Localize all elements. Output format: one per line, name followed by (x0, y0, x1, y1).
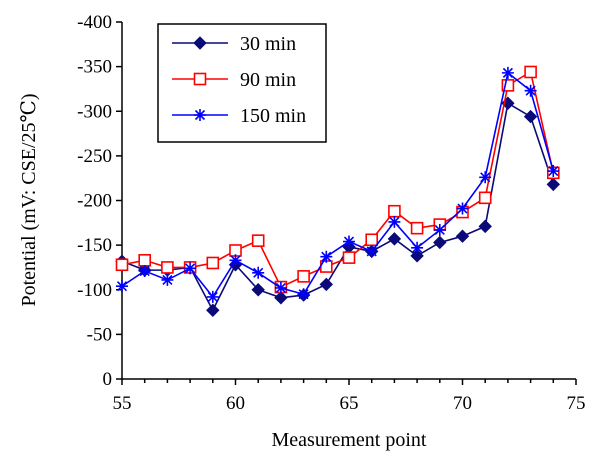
data-point (115, 258, 129, 272)
series-layer (115, 65, 561, 317)
data-point (161, 273, 174, 286)
y-tick-label: -300 (77, 101, 112, 122)
data-point (161, 261, 174, 274)
data-point (410, 221, 424, 235)
y-axis-ticks: 0 -50 -100 -150 -200 -250 -300 -350 -400 (77, 12, 122, 390)
data-point (501, 66, 514, 79)
legend-entry-30-min: 30 min (172, 33, 296, 55)
legend-label: 90 min (240, 69, 296, 91)
data-point (455, 229, 470, 243)
y-tick-label: -400 (77, 12, 112, 33)
legend-label: 30 min (240, 33, 296, 55)
data-point (524, 65, 537, 79)
data-point (523, 109, 538, 124)
y-tick-label: -350 (77, 57, 112, 78)
data-point (479, 171, 492, 184)
data-point (410, 249, 424, 263)
data-point (342, 251, 356, 264)
data-point (297, 288, 310, 301)
data-point (388, 215, 401, 228)
legend: 30 min 90 min 150 min (157, 23, 327, 143)
data-point (478, 191, 492, 205)
y-tick-label: 0 (103, 369, 113, 390)
legend-marker (194, 109, 206, 121)
legend-marker (193, 36, 207, 50)
data-point (433, 223, 446, 236)
legend-entry-90-min: 90 min (172, 69, 296, 91)
data-point (319, 277, 334, 292)
data-point (365, 233, 379, 247)
data-point (274, 281, 287, 294)
data-point (206, 256, 220, 270)
data-point (387, 232, 402, 246)
data-point (546, 177, 561, 192)
legend-marker (193, 72, 207, 86)
series-150-min (116, 66, 560, 303)
x-tick-label: 70 (453, 393, 472, 414)
x-tick-label: 55 (113, 393, 132, 414)
data-point (251, 283, 265, 297)
data-point (365, 245, 378, 258)
x-tick-label: 75 (567, 393, 586, 414)
data-point (456, 202, 469, 215)
x-tick-label: 65 (340, 393, 359, 414)
data-point (274, 291, 288, 305)
data-point (206, 290, 219, 303)
data-point (478, 219, 492, 234)
x-axis-title: Measurement point (272, 429, 427, 451)
legend-label: 150 min (240, 105, 306, 127)
data-point (547, 165, 560, 178)
data-point (411, 241, 424, 254)
data-point (524, 84, 537, 97)
data-point (297, 270, 310, 283)
x-axis-ticks: 55 60 65 70 75 (113, 379, 586, 414)
data-point (343, 235, 355, 248)
x-tick-label: 60 (226, 393, 245, 414)
data-point (252, 266, 265, 279)
y-tick-label: -50 (87, 324, 112, 345)
y-tick-label: -250 (77, 146, 112, 167)
legend-entry-150-min: 150 min (172, 105, 306, 127)
data-point (501, 79, 515, 92)
data-point (138, 265, 151, 278)
y-tick-label: -100 (77, 280, 112, 301)
y-tick-label: -150 (77, 235, 112, 256)
data-point (320, 250, 333, 263)
data-point (388, 204, 401, 218)
data-point (138, 253, 151, 267)
data-point (229, 254, 242, 267)
y-tick-label: -200 (77, 191, 112, 212)
data-point (184, 262, 197, 275)
data-point (251, 234, 265, 247)
data-point (206, 303, 220, 317)
y-axis-title: Potential (mV: CSE/25℃) (18, 93, 40, 306)
data-point (116, 280, 128, 293)
data-point (433, 235, 447, 250)
